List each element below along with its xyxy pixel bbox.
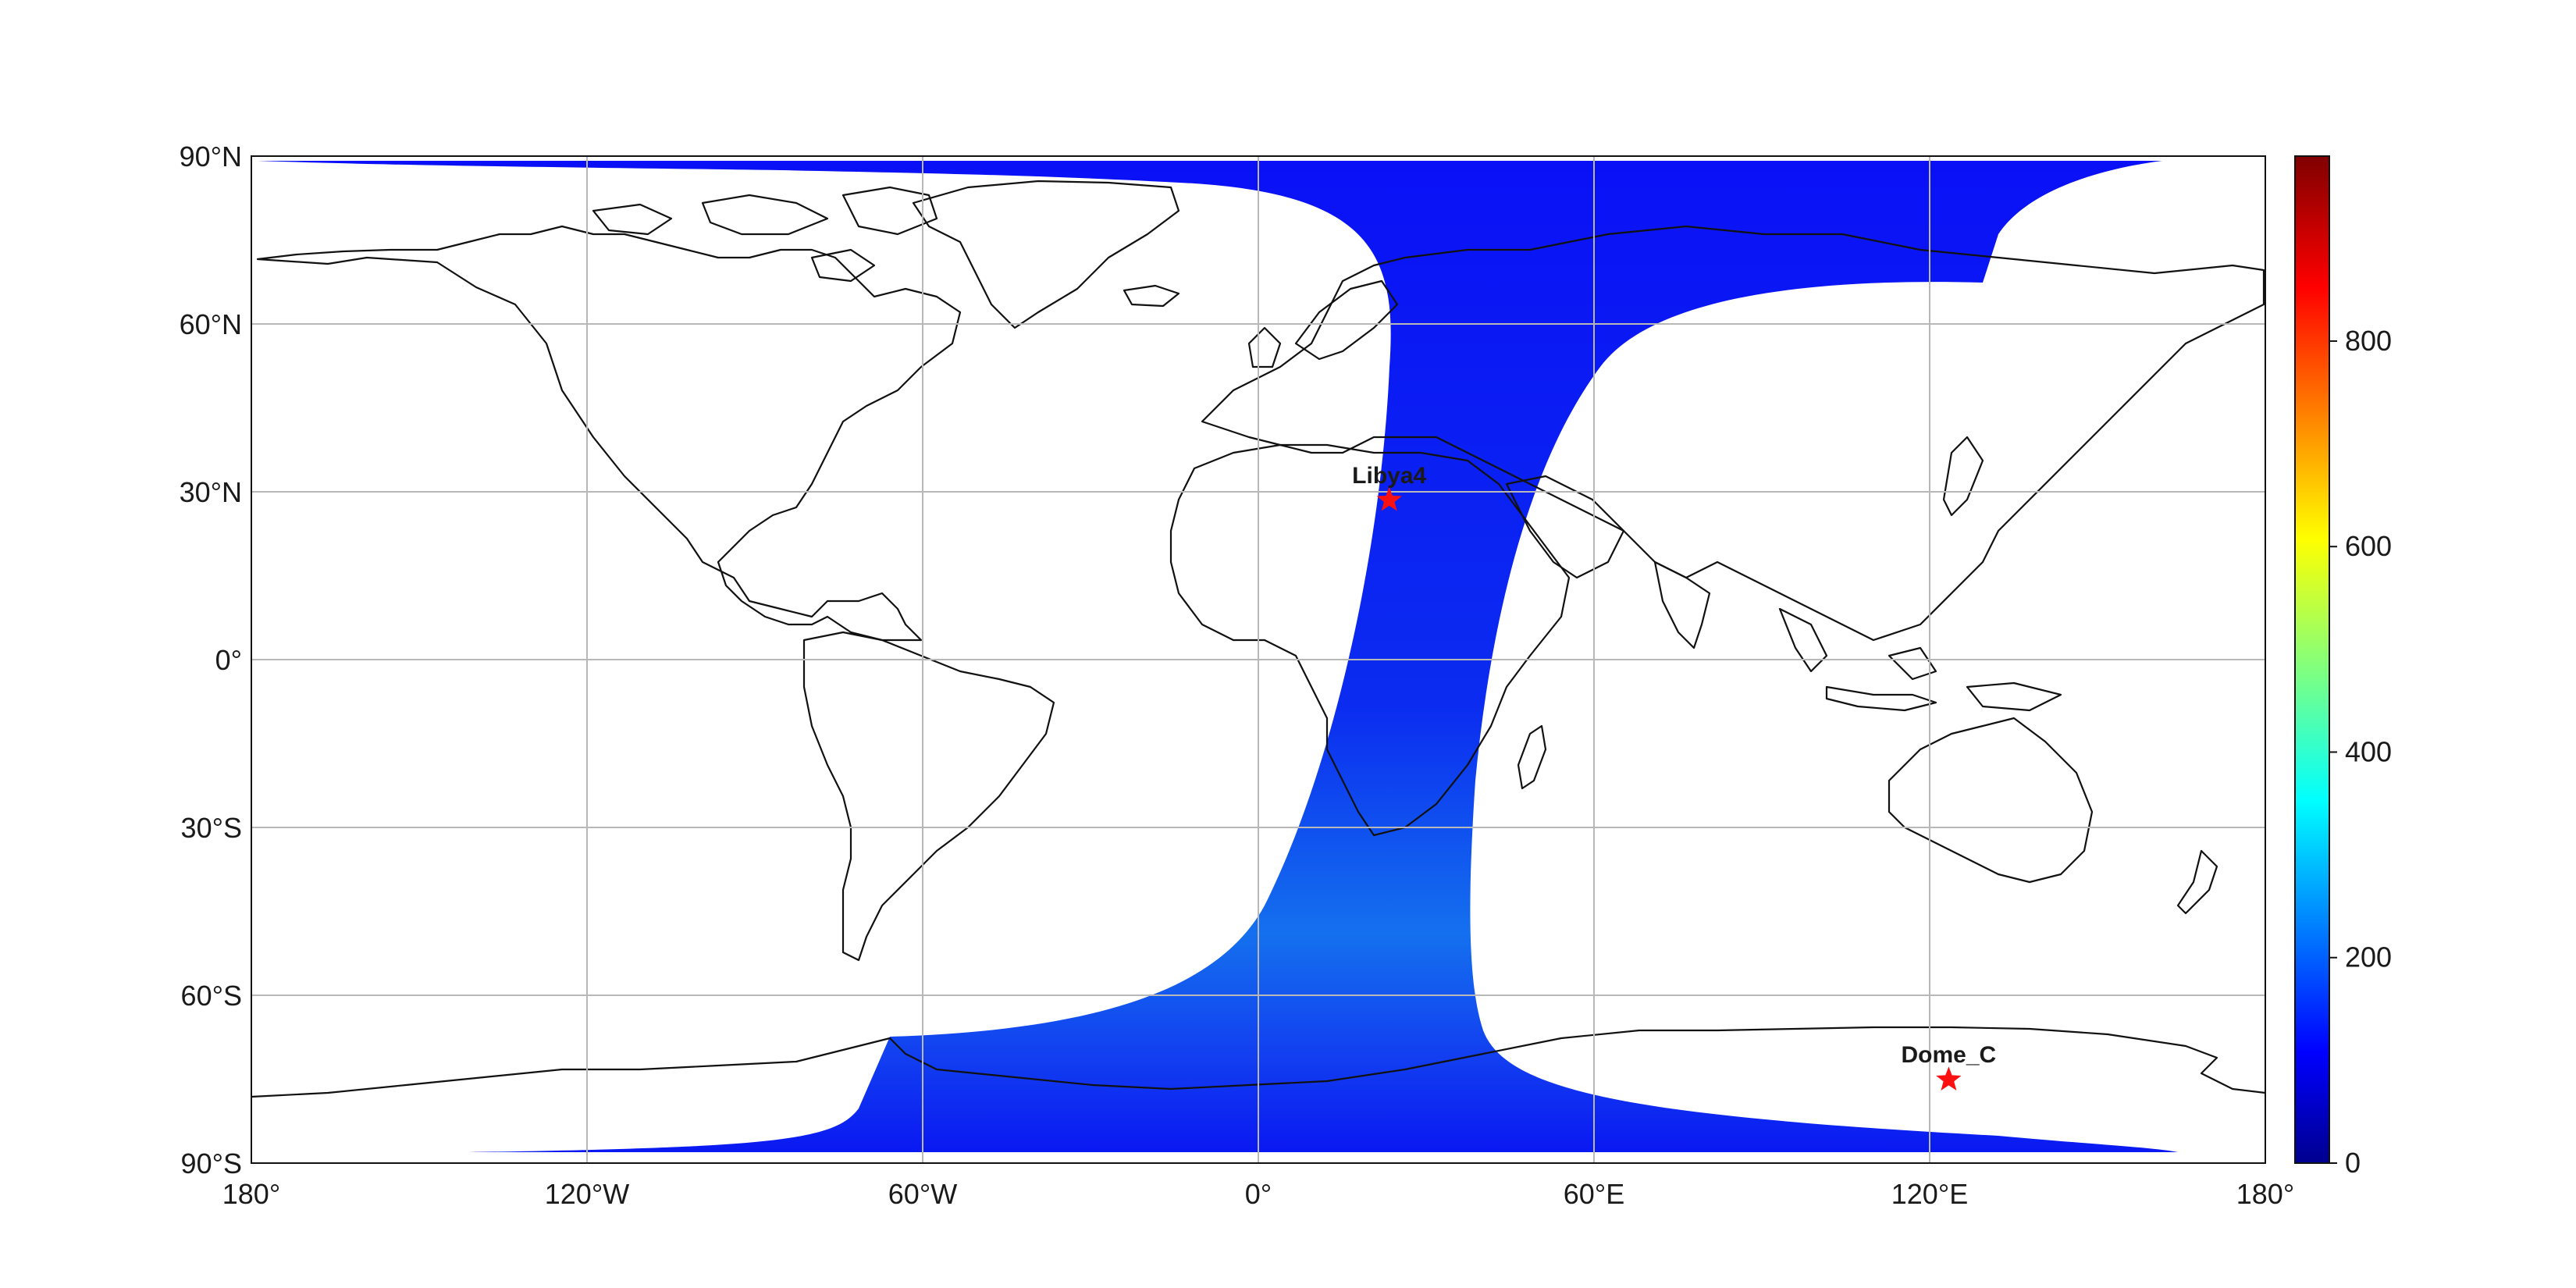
longitude-tick-label: 180°	[222, 1178, 280, 1210]
coastlines	[251, 180, 2265, 1098]
colorbar-tick-label: 600	[2345, 530, 2392, 562]
site-markers: Libya4 Dome_C	[1352, 463, 1996, 1091]
latitude-tick-label: 90°N	[180, 141, 242, 173]
latitude-tick-label: 90°S	[181, 1147, 242, 1179]
latitude-tick-label: 30°S	[181, 812, 242, 844]
site-star-marker	[1376, 486, 1402, 511]
longitude-tick-label: 60°E	[1564, 1178, 1624, 1210]
latitude-tick-label: 30°N	[180, 476, 242, 508]
latitude-tick-label: 60°N	[180, 308, 242, 340]
colorbar-tick-label: 200	[2345, 941, 2392, 973]
colorbar-tick-label: 0	[2345, 1147, 2361, 1179]
site-label: Libya4	[1352, 463, 1426, 489]
colorbar-tick-label: 800	[2345, 325, 2392, 357]
colorbar-tick-label: 400	[2345, 735, 2392, 767]
longitude-tick-label: 180°	[2236, 1178, 2294, 1210]
longitude-tick-label: 0°	[1245, 1178, 1272, 1210]
latitude-tick-label: 60°S	[181, 980, 242, 1012]
latitude-tick-labels: 90°N 60°N 30°N 0° 30°S 60°S 90°S	[180, 141, 242, 1179]
longitude-tick-labels: 180° 120°W 60°W 0° 60°E 120°E 180°	[222, 1178, 2294, 1210]
site-star-marker	[1936, 1066, 1962, 1091]
gridlines	[251, 156, 2265, 1163]
site-label: Dome_C	[1902, 1042, 1997, 1068]
latitude-tick-label: 0°	[215, 644, 242, 676]
colorbar-gradient	[2294, 155, 2330, 1164]
colorbar: 0 200 400 600 800	[2294, 155, 2392, 1179]
longitude-tick-label: 120°E	[1891, 1178, 1968, 1210]
colorbar-tick-labels: 0 200 400 600 800	[2329, 325, 2392, 1179]
satellite-swath	[258, 161, 2178, 1152]
longitude-tick-label: 60°W	[888, 1178, 957, 1210]
longitude-tick-label: 120°W	[545, 1178, 629, 1210]
